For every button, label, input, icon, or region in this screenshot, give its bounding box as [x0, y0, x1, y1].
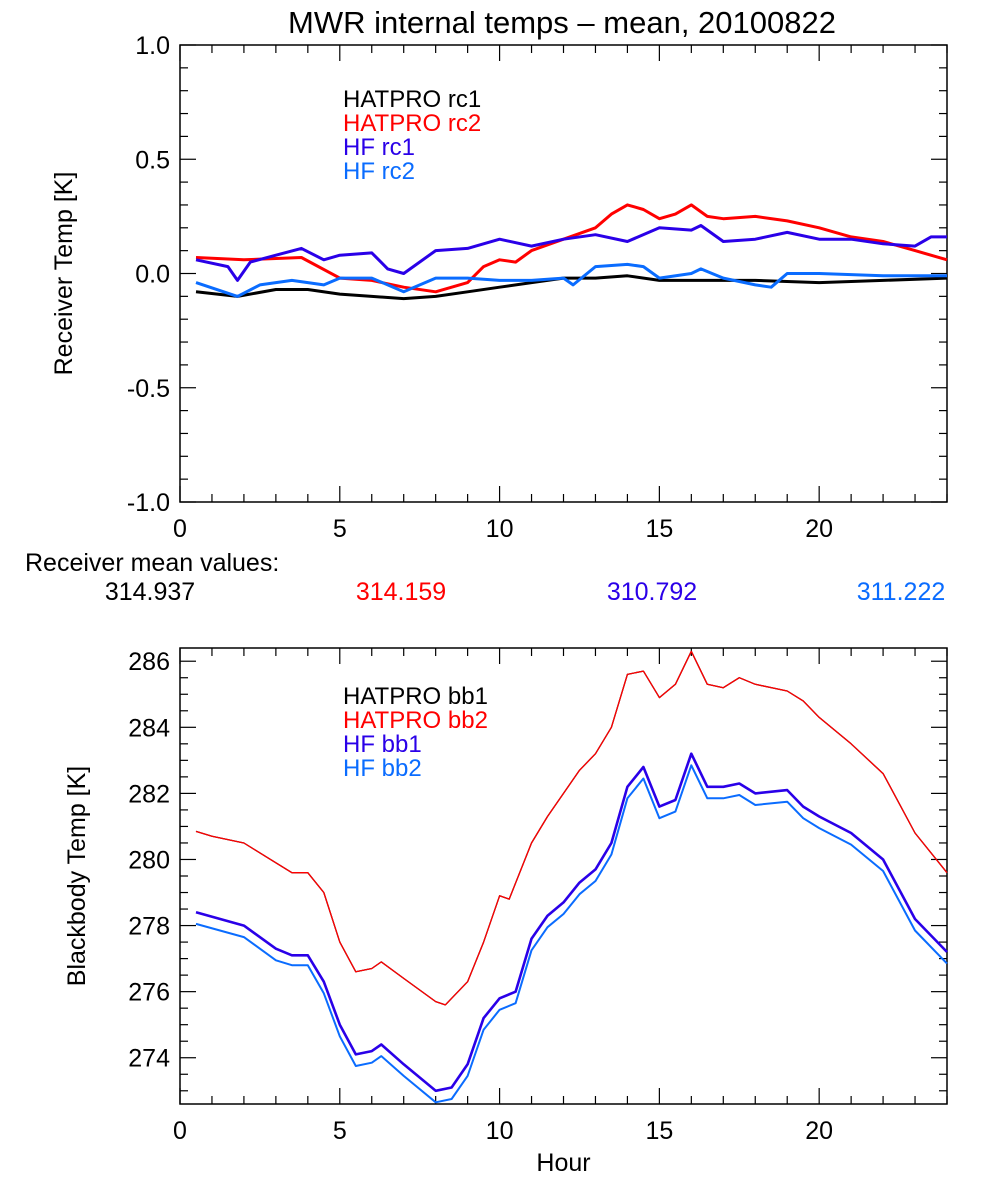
x-tick-label: 15	[645, 515, 673, 543]
legend-entry: HF rc2	[343, 158, 415, 185]
receiver-temp-plot: 0 5 10 15 20 -1.0 -0.5 0.0 0.5 1.0 Receiver Temp […	[50, 32, 948, 543]
y-tick-label: 284	[128, 714, 170, 742]
y-tick-label: 282	[128, 780, 170, 808]
y-tick-label: 0.0	[135, 261, 170, 289]
y-tick-label: 286	[128, 648, 170, 676]
y-tick-label: 276	[128, 979, 170, 1007]
x-tick-label: 0	[173, 1117, 187, 1145]
x-tick-label: 0	[173, 515, 187, 543]
y-axis-label: Receiver Temp [K]	[50, 172, 78, 376]
x-tick-label: 20	[805, 515, 833, 543]
x-tick-label: 10	[486, 1117, 514, 1145]
mean-values-label: Receiver mean values:	[25, 549, 279, 577]
legend-entry: HATPRO rc1	[343, 86, 481, 113]
y-axis-label: Blackbody Temp [K]	[63, 766, 91, 986]
series-line-hf-bb1	[195, 752, 948, 1093]
legend-entry: HF bb1	[343, 731, 422, 758]
series-line-hf-bb2	[195, 764, 948, 1104]
series-line-hatpro-bb1	[195, 650, 948, 1006]
legend-entry: HATPRO rc2	[343, 110, 481, 137]
y-tick-label: -1.0	[127, 489, 170, 517]
x-axis-label: Hour	[536, 1149, 590, 1177]
chart-title: MWR internal temps – mean, 20100822	[288, 5, 836, 40]
legend-entry: HF bb2	[343, 755, 422, 782]
series-line-hatpro-bb2	[195, 650, 948, 1006]
series-line-hf-rc2	[195, 262, 947, 298]
y-tick-label: 278	[128, 913, 170, 941]
legend-entry: HATPRO bb2	[343, 707, 488, 734]
mean-value-hf-rc2: 311.222	[857, 578, 946, 606]
y-tick-label: -0.5	[127, 375, 170, 403]
y-tick-label: 280	[128, 846, 170, 874]
blackbody-temp-plot: 0 5 10 15 20 274 276 278 280 282 284 286 Blackbody T…	[63, 647, 948, 1177]
mean-value-hatpro-rc2: 314.159	[356, 578, 446, 606]
mean-value-hatpro-rc1: 314.937	[105, 578, 195, 606]
y-tick-label: 0.5	[135, 146, 170, 174]
series-line-hatpro-rc2	[195, 203, 948, 294]
series-line-hatpro-rc1	[195, 274, 948, 301]
plot-frame	[179, 647, 948, 1105]
mean-value-hf-rc1: 310.792	[607, 578, 697, 606]
legend-entry: HF rc1	[343, 134, 415, 161]
legend-entry: HATPRO bb1	[343, 683, 488, 710]
y-tick-label: 1.0	[135, 32, 170, 60]
x-tick-label: 10	[486, 515, 514, 543]
y-tick-label: 274	[128, 1045, 170, 1073]
x-tick-label: 5	[333, 1117, 347, 1145]
x-tick-label: 5	[333, 515, 347, 543]
x-tick-label: 20	[805, 1117, 833, 1145]
x-tick-label: 15	[645, 1117, 673, 1145]
series-line-hf-rc1	[195, 224, 947, 282]
